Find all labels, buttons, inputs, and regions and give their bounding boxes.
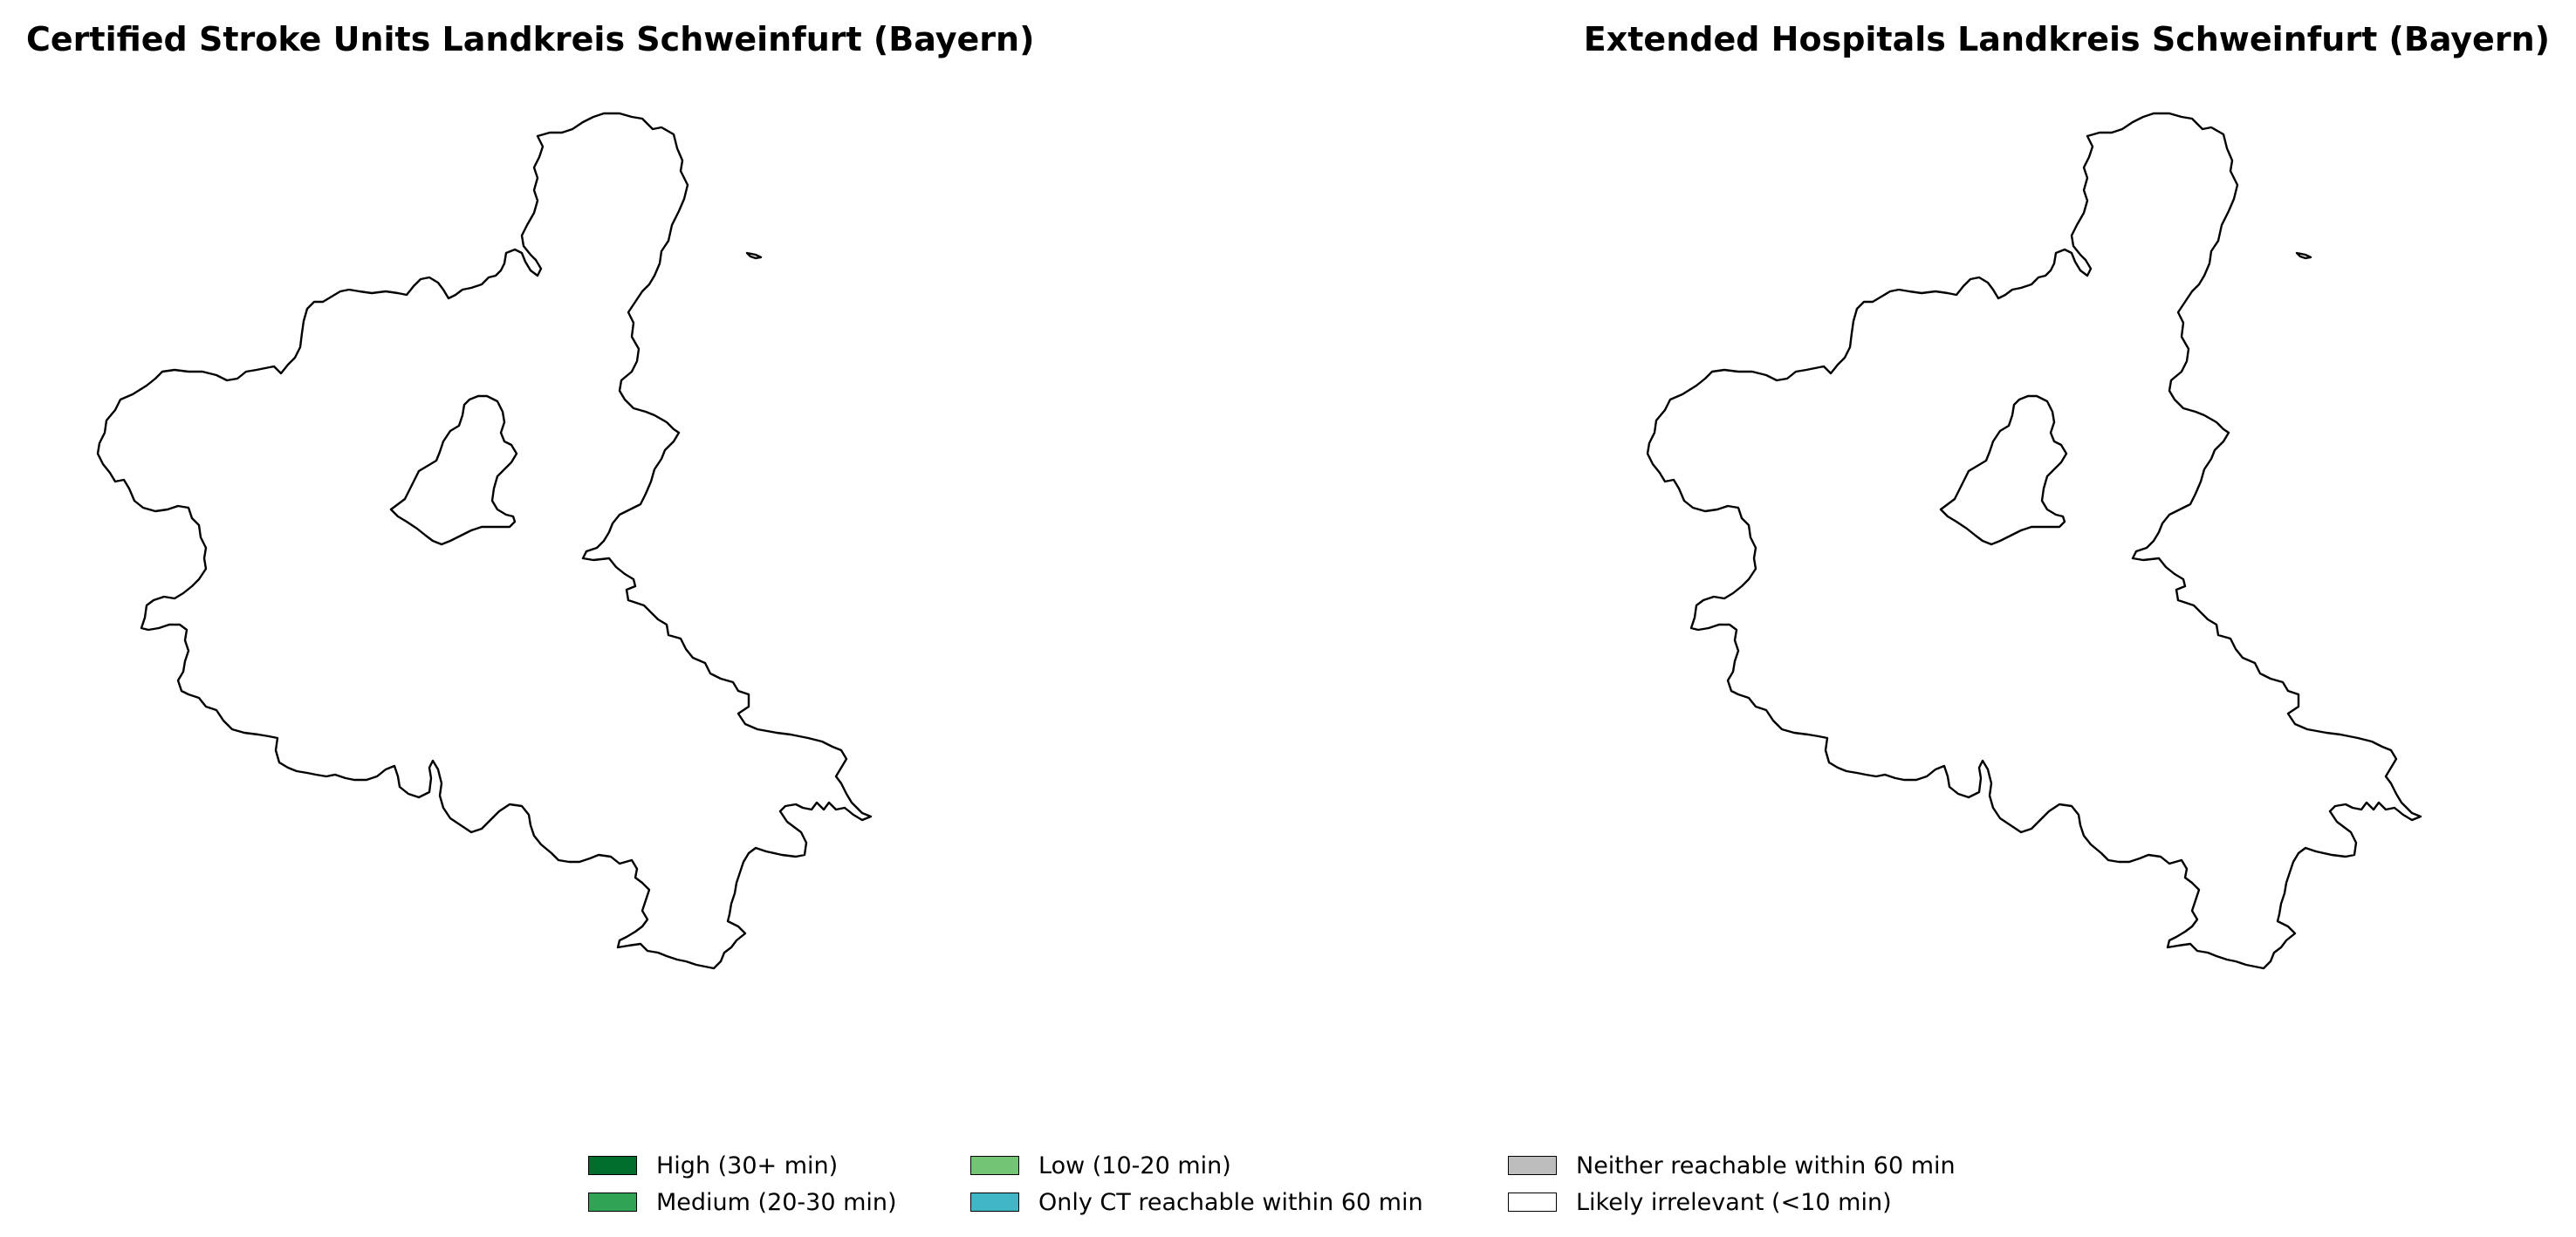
legend-swatch-medium	[588, 1193, 637, 1212]
legend-label-neither: Neither reachable within 60 min	[1576, 1152, 1956, 1179]
district-islet	[745, 251, 763, 260]
district-outer-boundary	[96, 112, 873, 970]
legend-item-neither: Neither reachable within 60 min	[1508, 1150, 1956, 1181]
legend-item-low: Low (10-20 min)	[970, 1150, 1231, 1181]
legend-label-medium: Medium (20-30 min)	[656, 1188, 897, 1216]
legend-swatch-low	[970, 1156, 1019, 1175]
district-map-left	[96, 112, 873, 970]
map-title-right: Extended Hospitals Landkreis Schweinfurt…	[1583, 20, 2550, 58]
legend-item-irrelevant: Likely irrelevant (<10 min)	[1508, 1186, 1892, 1218]
legend-swatch-only-ct	[970, 1193, 1019, 1212]
legend-label-only-ct: Only CT reachable within 60 min	[1038, 1188, 1423, 1216]
legend-label-high: High (30+ min)	[656, 1152, 839, 1179]
district-map-right	[1646, 112, 2422, 970]
legend-swatch-neither	[1508, 1156, 1557, 1175]
map-title-left: Certified Stroke Units Landkreis Schwein…	[26, 20, 1035, 58]
legend-label-low: Low (10-20 min)	[1038, 1152, 1231, 1179]
legend-item-medium: Medium (20-30 min)	[588, 1186, 897, 1218]
legend-item-high: High (30+ min)	[588, 1150, 838, 1181]
district-inner-exclave	[389, 394, 518, 546]
legend: High (30+ min) Medium (20-30 min) Low (1…	[588, 1150, 2019, 1218]
district-islet	[2295, 251, 2312, 260]
legend-swatch-irrelevant	[1508, 1193, 1557, 1212]
legend-item-only-ct: Only CT reachable within 60 min	[970, 1186, 1423, 1218]
district-inner-exclave	[1939, 394, 2068, 546]
legend-label-irrelevant: Likely irrelevant (<10 min)	[1576, 1188, 1892, 1216]
legend-swatch-high	[588, 1156, 637, 1175]
district-outer-boundary	[1646, 112, 2422, 970]
